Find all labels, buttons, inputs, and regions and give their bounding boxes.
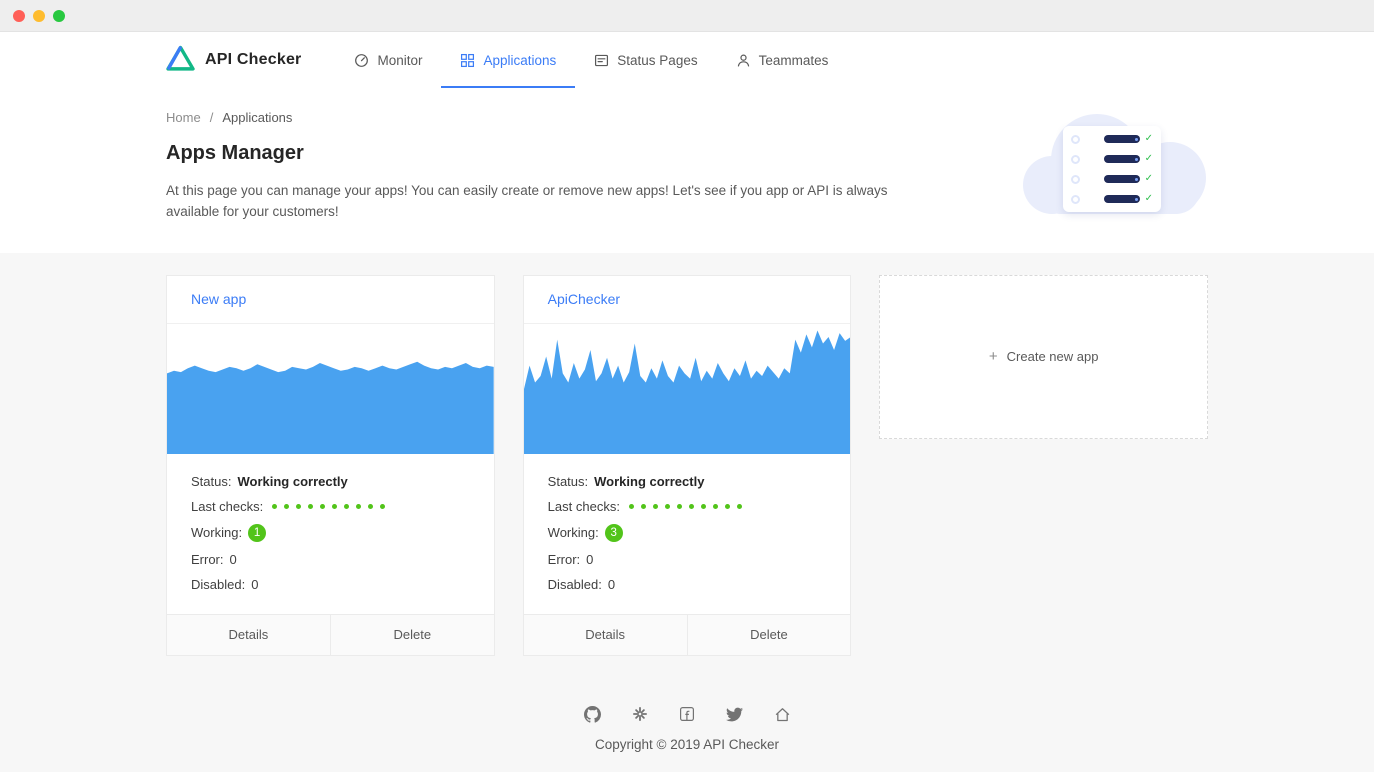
delete-button[interactable]: Delete [688,615,851,655]
app-card: New app Status: Working correctly Last ch… [166,274,495,656]
maximize-window-button[interactable] [53,9,65,22]
window-titlebar [0,0,1374,32]
apps-list-section: New app Status: Working correctly Last ch… [0,253,1374,772]
app-logo-icon [166,45,195,76]
illustration-server-panel: ✓ ✓ ✓ ✓ [1063,126,1161,212]
disabled-label: Disabled: [191,576,246,592]
top-navbar: API Checker Monitor Applications Status … [0,32,1374,88]
nav-item-status-pages[interactable]: Status Pages [575,32,716,88]
breadcrumb: Home / Applications [166,110,1208,125]
status-value: Working correctly [237,473,348,489]
details-button[interactable]: Details [524,614,688,655]
disabled-label: Disabled: [547,576,602,592]
app-card-info: Status: Working correctly Last checks: Wo… [167,454,494,614]
cloud-servers-illustration: ✓ ✓ ✓ ✓ [1023,114,1208,216]
brand[interactable]: API Checker [166,45,301,76]
check-icon: ✓ [1144,193,1153,204]
last-checks-label: Last checks: [547,498,620,514]
last-checks-dots [628,503,742,509]
monitor-icon [354,53,369,68]
working-label: Working: [191,525,243,541]
minimize-window-button[interactable] [33,9,45,22]
brand-name: API Checker [205,51,302,68]
slack-icon[interactable] [632,706,648,723]
nav-item-monitor[interactable]: Monitor [335,32,441,88]
app-card-header: New app [167,276,494,324]
copyright-text: Copyright © 2019 API Checker [594,736,780,752]
status-pages-icon [594,53,609,68]
create-new-app-label: Create new app [1006,349,1099,365]
home-icon[interactable] [774,706,791,723]
check-icon: ✓ [1144,173,1153,184]
main-nav: Monitor Applications Status Pages Teamma… [335,32,847,88]
page-footer: Copyright © 2019 API Checker [0,656,1374,772]
working-count-badge: 1 [248,523,267,542]
breadcrumb-separator: / [209,110,214,125]
app-uptime-chart [167,324,494,454]
nav-item-label: Applications [483,52,557,68]
disabled-value: 0 [607,576,616,592]
app-card-info: Status: Working correctly Last checks: Wo… [524,454,851,614]
page-title: Apps Manager [166,142,304,164]
facebook-icon[interactable] [679,706,695,723]
page-description: At this page you can manage your apps! Y… [166,183,888,219]
nav-item-label: Monitor [377,52,423,68]
status-label: Status: [547,473,589,489]
footer-social-icons [0,705,1374,723]
breadcrumb-current: Applications [222,110,293,125]
details-button[interactable]: Details [167,614,331,655]
plus-icon: + [988,348,998,366]
hero-section: Home / Applications Apps Manager At this… [0,88,1374,253]
app-card: ApiChecker Status: Working correctly Last… [522,274,852,656]
disabled-value: 0 [251,576,259,592]
app-name-link[interactable]: ApiChecker [547,291,621,308]
error-value: 0 [229,551,237,567]
app-card-header: ApiChecker [523,276,851,324]
app-card-actions: Details Delete [523,613,851,655]
delete-button[interactable]: Delete [331,615,494,655]
check-icon: ✓ [1144,133,1153,144]
github-icon[interactable] [583,705,601,723]
close-window-button[interactable] [13,9,25,22]
error-label: Error: [191,551,224,567]
nav-item-label: Teammates [758,52,829,68]
app-uptime-chart [523,324,851,454]
last-checks-label: Last checks: [191,498,264,514]
nav-item-teammates[interactable]: Teammates [717,32,848,88]
status-value: Working correctly [594,473,705,489]
app-name-link[interactable]: New app [191,291,247,308]
twitter-icon[interactable] [725,706,743,723]
breadcrumb-home-link[interactable]: Home [166,110,201,125]
status-label: Status: [191,473,232,489]
applications-icon [460,53,475,68]
nav-item-label: Status Pages [617,52,698,68]
working-count-badge: 3 [604,523,623,542]
app-card-actions: Details Delete [167,613,494,655]
check-icon: ✓ [1144,153,1153,164]
nav-item-applications[interactable]: Applications [441,32,576,88]
error-value: 0 [586,551,594,567]
working-label: Working: [547,525,599,541]
last-checks-dots [272,503,386,509]
create-new-app-button[interactable]: + Create new app [879,274,1209,439]
teammates-icon [736,53,751,68]
error-label: Error: [547,551,581,567]
